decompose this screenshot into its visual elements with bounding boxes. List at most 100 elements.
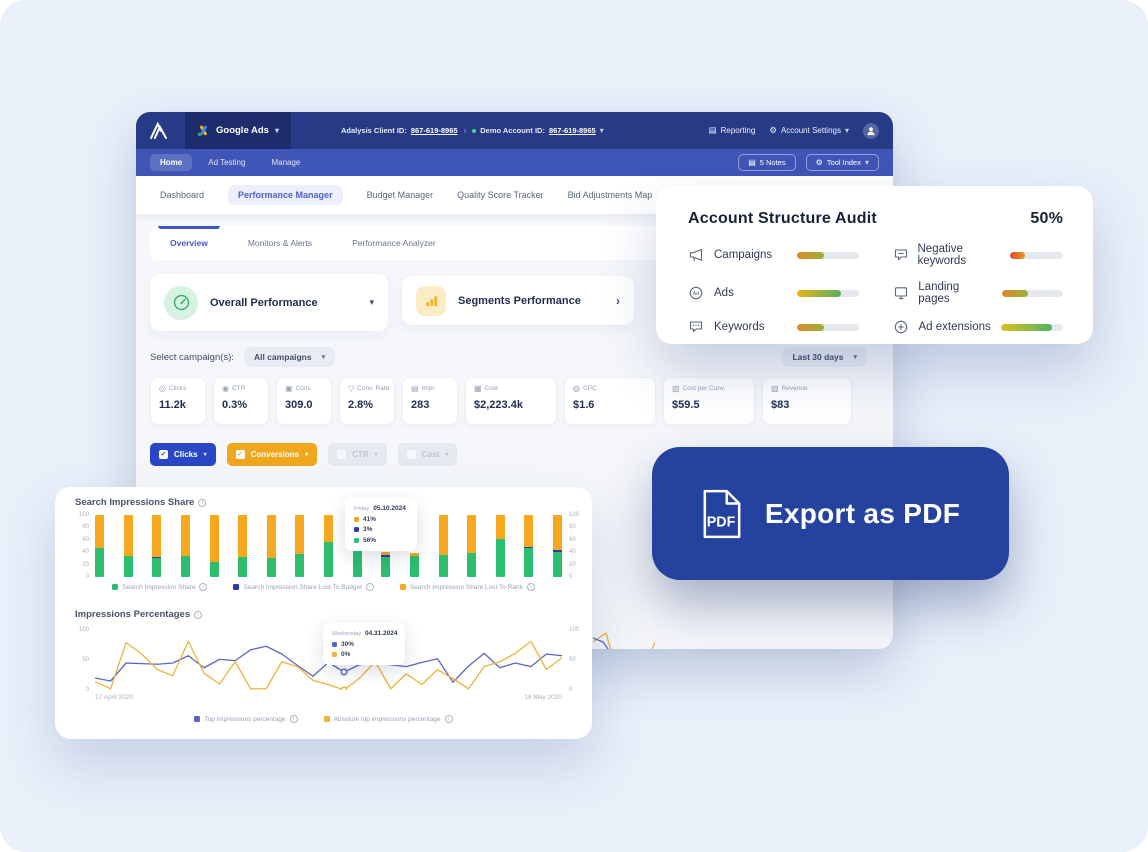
bar-chart-y-axis-left: 100 80 60 40 20 0 <box>63 511 89 581</box>
svg-text:Ad: Ad <box>693 291 700 297</box>
overall-performance-card[interactable]: Overall Performance ▾ <box>150 274 388 331</box>
tab-item[interactable]: Budget Manager <box>366 190 434 200</box>
audit-row: Campaigns <box>688 243 859 267</box>
subtab-item[interactable]: Performance Analyzer <box>352 238 436 248</box>
axis-tick: 50 <box>82 657 89 663</box>
tab-item[interactable]: Dashboard <box>160 190 205 200</box>
tab-item[interactable]: Performance Manager <box>228 185 343 205</box>
conversions-icon: ▣ <box>285 384 293 393</box>
line-chart-tooltip: Wednesday 04.31.2024 30% 0% <box>323 623 405 665</box>
cost-icon: ▦ <box>474 384 482 393</box>
chevron-down-icon[interactable]: ▾ <box>369 297 374 307</box>
tab-item[interactable]: Quality Score Tracker <box>457 190 544 200</box>
landing-pages-icon <box>893 285 910 301</box>
campaign-select-value: All campaigns <box>253 352 312 362</box>
gauge-icon <box>164 285 198 320</box>
chevron-down-icon: ▾ <box>853 354 857 361</box>
metric-card: ◎ Clicks 11.2k <box>150 377 206 425</box>
menu-item[interactable]: Manage <box>271 158 301 167</box>
segments-performance-label: Segments Performance <box>458 294 581 307</box>
audit-item-label: Landing pages <box>918 281 960 305</box>
chevron-down-icon: ▾ <box>599 126 604 135</box>
ad-extensions-icon <box>893 319 910 335</box>
metric-toggle[interactable]: ✓ Conversions ▾ <box>226 443 318 466</box>
subtab-item[interactable]: Monitors & Alerts <box>247 238 313 248</box>
gear-icon: ⚙ <box>769 125 777 135</box>
export-pdf-button[interactable]: PDF Export as PDF <box>652 447 1009 580</box>
stacked-bar <box>324 515 333 577</box>
reporting-button[interactable]: ▤ Reporting <box>709 125 756 136</box>
progress-bar <box>1001 289 1063 297</box>
tool-index-icon: ⚙ <box>815 158 823 167</box>
menu-item[interactable]: Home <box>150 154 193 171</box>
segments-performance-card[interactable]: Segments Performance › <box>402 276 634 325</box>
toggle-label: Conversions <box>250 450 300 459</box>
axis-tick: 60 <box>82 536 89 543</box>
legend-item: Top impressions percentage i <box>194 715 298 723</box>
revenue-icon: ▨ <box>771 384 779 393</box>
bar-chart-tooltip: Friday 05.10.2024 41% 3% 56% <box>345 498 417 551</box>
metric-card: ▤ Impr. 283 <box>402 377 458 425</box>
cost-per-conversion-icon: ▧ <box>672 384 680 393</box>
account-id-link[interactable]: 867-619-8965 <box>548 126 596 135</box>
bar-chart-title: Search Impressions Share i <box>75 497 207 508</box>
metric-label: Cost <box>484 385 498 392</box>
tab-item[interactable]: Bid Adjustments Map <box>567 190 653 200</box>
date-range-select[interactable]: Last 30 days ▾ <box>782 347 867 367</box>
metric-toggle[interactable]: Cost ▾ <box>397 443 458 466</box>
legend-item: Search Impression Share Lost To Budget i <box>233 583 374 591</box>
legend-item: Absolute top impressions percentage i <box>323 715 453 723</box>
client-id-link[interactable]: 867-619-8965 <box>410 126 458 135</box>
axis-tick: 100 <box>569 512 580 518</box>
metric-label: Cost per Conv. <box>682 385 726 392</box>
campaign-select[interactable]: All campaigns ▾ <box>243 347 336 367</box>
notes-button[interactable]: ▤ 5 Notes <box>738 154 796 171</box>
metric-card: ▧ Cost per Conv. $59.5 <box>663 377 755 425</box>
metric-value: $59.5 <box>672 399 700 411</box>
series-toggles: ✓ Clicks ▾ ✓ Conversions ▾ CTR ▾ <box>150 443 893 466</box>
line-chart-y-axis-left: 100 50 0 <box>63 626 89 694</box>
product-selector[interactable]: Google Ads ▾ <box>185 112 291 149</box>
chevron-right-icon[interactable]: › <box>616 293 620 308</box>
line-chart-legend: Top impressions percentage i Absolute top… <box>55 715 592 723</box>
chevron-down-icon: ▾ <box>374 452 378 458</box>
charts-panel: Search Impressions Share i 100 80 60 40 20 0 … <box>55 487 592 739</box>
keywords-icon <box>688 319 705 335</box>
metric-toggle[interactable]: ✓ Clicks ▾ <box>150 443 216 466</box>
stacked-bar <box>95 515 104 577</box>
tooltip-row: 0% <box>332 651 396 658</box>
stacked-bar <box>438 515 448 577</box>
ctr-icon: ◉ <box>222 384 229 393</box>
audit-header: Account Structure Audit 50% <box>656 186 1093 228</box>
metric-label: CTR <box>231 385 246 392</box>
stacked-bar <box>295 515 305 577</box>
subtab-item[interactable]: Overview <box>150 226 228 260</box>
menu-item[interactable]: Ad Testing <box>208 158 246 167</box>
axis-tick: 40 <box>569 549 576 556</box>
top-navbar: Google Ads ▾ Adalysis Client ID: 867-619… <box>136 112 893 149</box>
menu-bar: Home Ad Testing Manage ▤ 5 Notes ⚙ Tool In… <box>136 149 893 176</box>
tooltip-rows: 41% 3% 56% <box>354 516 408 544</box>
select-campaigns-label: Select campaign(s): <box>150 351 234 363</box>
legend-item: Search Impression Share i <box>112 583 208 591</box>
export-pdf-label: Export as PDF <box>764 497 961 529</box>
overall-performance-label: Overall Performance <box>210 296 318 309</box>
axis-tick: 80 <box>569 524 576 531</box>
stacked-bar <box>266 515 276 577</box>
tool-index-button[interactable]: ⚙ Tool Index ▾ <box>805 154 879 171</box>
metric-toggle[interactable]: CTR ▾ <box>328 443 387 466</box>
axis-tick: 40 <box>82 549 89 556</box>
axis-tick: 0 <box>569 687 573 693</box>
user-avatar[interactable] <box>863 122 879 139</box>
account-settings-button[interactable]: ⚙ Account Settings ▾ <box>769 125 849 136</box>
chevron-down-icon: ▾ <box>305 452 309 458</box>
conversion-rate-icon: ▽ <box>348 384 355 393</box>
checkbox-icon: ✓ <box>235 450 245 459</box>
metric-value: $83 <box>771 399 790 411</box>
progress-bar <box>1009 251 1063 259</box>
negative-keywords-icon <box>893 247 909 263</box>
tooltip-row: 3% <box>354 526 408 533</box>
checkbox-icon <box>406 450 416 459</box>
dashboard-content: Overview Monitors & Alerts Performance Ana… <box>136 226 893 649</box>
